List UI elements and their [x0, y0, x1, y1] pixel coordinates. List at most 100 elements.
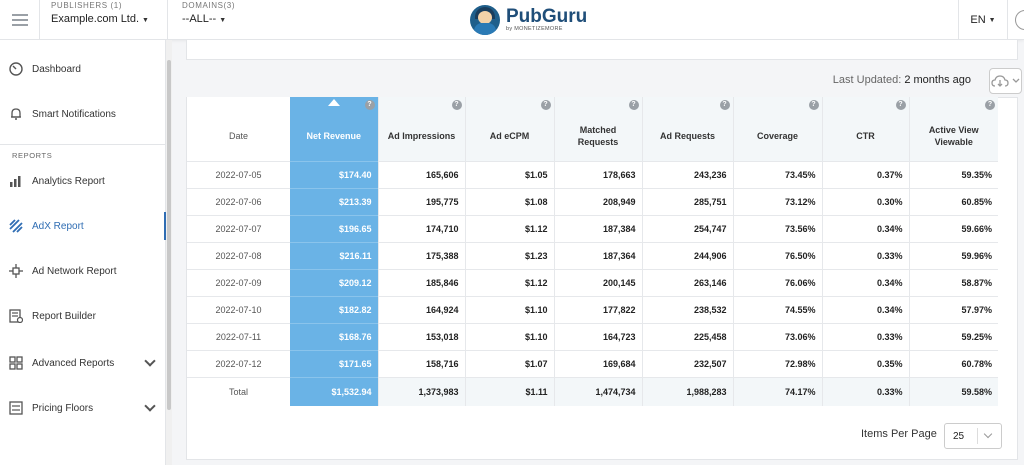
- sidebar-item-advanced-reports[interactable]: Advanced Reports: [0, 345, 166, 381]
- help-icon[interactable]: ?: [985, 100, 995, 110]
- sidebar-item-label: Smart Notifications: [32, 108, 116, 120]
- table-cell: 59.58%: [908, 376, 998, 406]
- help-icon[interactable]: ?: [628, 100, 639, 110]
- help-icon[interactable]: ?: [808, 100, 819, 110]
- table-cell: 177,822: [553, 295, 642, 323]
- table-cell: 175,388: [377, 241, 465, 269]
- logo-mascot-icon: [470, 5, 500, 35]
- sidebar-item-smart-notifications[interactable]: Smart Notifications: [0, 96, 166, 132]
- table-row: 2022-07-08 $216.11 175,388 $1.23 187,364 244,…: [187, 241, 998, 269]
- sidebar-item-label: Ad Network Report: [32, 265, 117, 277]
- table-cell: $182.82: [290, 295, 378, 323]
- table-cell: 0.34%: [821, 268, 909, 296]
- table-cell: $1.07: [464, 349, 554, 377]
- column-header-ad-ecpm[interactable]: ? Ad eCPM: [464, 97, 554, 161]
- pubguru-logo[interactable]: PubGuru by MONETIZEMORE: [470, 0, 587, 40]
- column-header-ad-impressions[interactable]: ? Ad Impressions: [377, 97, 465, 161]
- column-header-net-revenue[interactable]: ? Net Revenue: [290, 97, 378, 161]
- column-header-ad-requests[interactable]: ? Ad Requests: [641, 97, 733, 161]
- table-cell: 187,364: [553, 241, 642, 269]
- sidebar-item-adx-report[interactable]: AdX Report: [0, 208, 166, 244]
- column-header-ctr[interactable]: ? CTR: [821, 97, 909, 161]
- table-cell: 1,373,983: [377, 376, 465, 406]
- domain-selector[interactable]: DOMAINS(3) --ALL-- ▼: [172, 0, 262, 40]
- help-icon[interactable]: ?: [364, 100, 375, 110]
- sidebar-item-dashboard[interactable]: Dashboard: [0, 51, 166, 87]
- column-header-label: Ad Impressions: [387, 130, 456, 141]
- table-cell: 158,716: [377, 349, 465, 377]
- table-cell: $213.39: [290, 187, 378, 215]
- column-header-coverage[interactable]: ? Coverage: [732, 97, 822, 161]
- download-button[interactable]: [989, 68, 1022, 94]
- table-cell: 57.97%: [908, 295, 998, 323]
- table-cell: $174.40: [290, 160, 378, 188]
- domain-value: --ALL--: [182, 13, 217, 25]
- sidebar-item-ad-network-report[interactable]: Ad Network Report: [0, 253, 166, 289]
- date-cell: 2022-07-09: [187, 268, 290, 296]
- caret-down-icon: ▼: [142, 17, 149, 24]
- column-header-matched-requests[interactable]: ? Matched Requests: [553, 97, 642, 161]
- logo-name: PubGuru: [506, 6, 588, 28]
- publisher-selector[interactable]: PUBLISHERS (1) Example.com Ltd. ▼: [41, 0, 168, 40]
- logo-subtitle: by MONETIZEMORE: [506, 26, 563, 33]
- table-cell: 74.17%: [732, 376, 822, 406]
- publishers-label: PUBLISHERS (1): [51, 1, 123, 10]
- user-avatar-icon[interactable]: [1015, 10, 1024, 30]
- column-header-label: Matched Requests: [577, 124, 619, 147]
- chevron-down-icon: [144, 355, 156, 367]
- table-cell: 0.33%: [821, 322, 909, 350]
- table-cell: $1.05: [464, 160, 554, 188]
- table-cell: 0.37%: [821, 160, 909, 188]
- help-icon[interactable]: ?: [451, 100, 462, 110]
- table-cell: 0.35%: [821, 349, 909, 377]
- table-cell: 59.66%: [908, 214, 998, 242]
- caret-down-icon: ▼: [988, 16, 996, 24]
- table-cell: 72.98%: [732, 349, 822, 377]
- menu-icon[interactable]: [0, 0, 40, 40]
- items-per-page-select[interactable]: 25: [944, 423, 1002, 449]
- table-cell: 0.30%: [821, 187, 909, 215]
- table-cell: 164,723: [553, 322, 642, 350]
- table-cell: 238,532: [641, 295, 733, 323]
- table-cell: 59.35%: [908, 160, 998, 188]
- sidebar-item-pricing-floors[interactable]: Pricing Floors: [0, 390, 166, 426]
- help-icon[interactable]: ?: [895, 100, 906, 110]
- pricing-floors-icon: [8, 400, 24, 416]
- table-cell: 76.06%: [732, 268, 822, 296]
- date-cell: 2022-07-07: [187, 214, 290, 242]
- table-cell: 174,710: [377, 214, 465, 242]
- chevron-down-icon: [983, 429, 993, 439]
- table-cell: 73.12%: [732, 187, 822, 215]
- table-cell: 76.50%: [732, 241, 822, 269]
- top-bar: PUBLISHERS (1) Example.com Ltd. ▼ DOMAINS…: [0, 0, 1024, 40]
- language-selector[interactable]: EN ▼: [958, 0, 1008, 40]
- sidebar-item-report-builder[interactable]: Report Builder: [0, 298, 166, 334]
- date-cell: 2022-07-06: [187, 187, 290, 215]
- bar-chart-icon: [8, 173, 24, 189]
- table-header-row: Date ? Net Revenue ? Ad Impressions ? Ad e…: [187, 97, 998, 161]
- column-header-active-view-viewable[interactable]: ? Active View Viewable: [908, 97, 998, 161]
- sidebar: Dashboard Smart Notifications REPORTS An…: [0, 40, 166, 465]
- table-row: 2022-07-09 $209.12 185,846 $1.12 200,145 263,…: [187, 268, 998, 296]
- table-cell: 243,236: [641, 160, 733, 188]
- table-cell: 74.55%: [732, 295, 822, 323]
- table-cell: $209.12: [290, 268, 378, 296]
- sidebar-item-analytics-report[interactable]: Analytics Report: [0, 163, 166, 199]
- table-cell: 164,924: [377, 295, 465, 323]
- table-cell: 59.96%: [908, 241, 998, 269]
- table-row: 2022-07-05 $174.40 165,606 $1.05 178,663 243,…: [187, 160, 998, 188]
- sidebar-item-label: AdX Report: [32, 220, 84, 232]
- help-icon[interactable]: ?: [719, 100, 730, 110]
- caret-down-icon: ▼: [219, 17, 227, 24]
- help-icon[interactable]: ?: [540, 100, 551, 110]
- table-cell: 187,384: [553, 214, 642, 242]
- divider: [0, 144, 166, 145]
- sidebar-scrollbar[interactable]: [166, 40, 172, 465]
- column-header-date[interactable]: Date: [187, 97, 290, 161]
- table-cell: 208,949: [553, 187, 642, 215]
- table-cell: $1.12: [464, 214, 554, 242]
- sidebar-item-label: Pricing Floors: [32, 402, 94, 414]
- table-row: 2022-07-07 $196.65 174,710 $1.12 187,384 254,…: [187, 214, 998, 242]
- table-cell: $1.10: [464, 295, 554, 323]
- sidebar-item-label: Advanced Reports: [32, 357, 115, 369]
